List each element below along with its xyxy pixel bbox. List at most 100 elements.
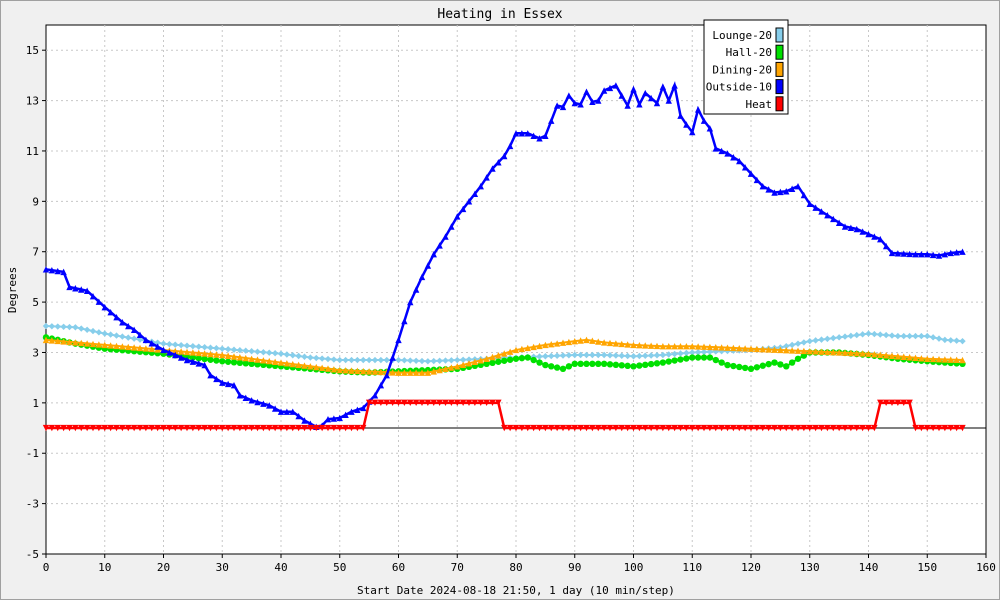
- data-point: [418, 369, 426, 376]
- data-point: [841, 424, 849, 432]
- data-point: [700, 117, 708, 124]
- data-point: [318, 355, 326, 362]
- data-point: [788, 341, 796, 349]
- data-point: [471, 190, 479, 197]
- x-tick-label: 130: [800, 561, 820, 574]
- data-point: [448, 223, 455, 230]
- data-point: [465, 198, 473, 205]
- data-point: [324, 424, 332, 432]
- data-point: [224, 352, 232, 359]
- data-point: [571, 360, 578, 368]
- data-point: [712, 145, 719, 152]
- data-point: [236, 392, 244, 399]
- data-point: [548, 424, 555, 432]
- data-point: [894, 250, 902, 257]
- data-point: [483, 355, 490, 362]
- data-point: [201, 361, 208, 369]
- data-point: [824, 335, 831, 343]
- data-point: [277, 408, 285, 415]
- data-point: [830, 424, 837, 432]
- data-point: [788, 359, 796, 366]
- data-point: [530, 132, 537, 140]
- data-point: [894, 353, 902, 360]
- data-point: [689, 354, 696, 361]
- data-point: [336, 414, 343, 422]
- data-point: [630, 424, 637, 432]
- data-point: [412, 286, 420, 293]
- data-point: [254, 348, 261, 355]
- data-point: [183, 356, 191, 364]
- y-tick-label: 1: [32, 397, 39, 410]
- data-point: [542, 353, 549, 360]
- data-point: [859, 424, 866, 432]
- data-point: [859, 350, 866, 357]
- series-heat: [42, 399, 966, 432]
- data-point: [160, 340, 167, 347]
- data-point: [824, 211, 831, 219]
- data-point: [935, 252, 943, 259]
- data-point: [612, 82, 620, 89]
- data-point: [354, 424, 361, 432]
- data-point: [136, 344, 144, 352]
- data-point: [219, 379, 226, 386]
- data-point: [677, 424, 684, 432]
- data-point: [606, 84, 614, 92]
- data-point: [918, 251, 925, 258]
- data-point: [395, 356, 402, 364]
- data-point: [583, 360, 590, 368]
- data-point: [501, 152, 508, 160]
- data-point: [830, 215, 837, 223]
- data-point: [365, 399, 373, 407]
- data-point: [647, 360, 655, 368]
- data-point: [125, 424, 132, 432]
- data-point: [230, 382, 238, 389]
- data-point: [524, 424, 531, 432]
- data-point: [248, 424, 255, 432]
- data-point: [113, 424, 120, 432]
- data-point: [60, 268, 67, 276]
- data-point: [313, 354, 320, 362]
- data-point: [377, 356, 385, 364]
- data-point: [659, 424, 667, 432]
- data-point: [683, 355, 690, 362]
- data-point: [66, 283, 73, 291]
- data-point: [871, 424, 878, 432]
- data-point: [471, 358, 479, 365]
- data-point: [172, 351, 179, 359]
- data-point: [636, 362, 643, 369]
- data-point: [571, 337, 578, 345]
- data-point: [125, 334, 132, 341]
- chart-title: Heating in Essex: [437, 7, 562, 22]
- data-point: [606, 339, 614, 347]
- data-point: [207, 356, 214, 363]
- x-tick-label: 70: [451, 561, 464, 574]
- data-point: [201, 424, 208, 432]
- data-point: [489, 165, 496, 172]
- data-point: [618, 352, 625, 359]
- data-point: [595, 351, 602, 359]
- data-point: [912, 354, 919, 361]
- data-point: [924, 332, 931, 340]
- data-point: [189, 354, 197, 361]
- data-point: [348, 424, 355, 432]
- data-point: [888, 399, 896, 407]
- x-tick-label: 10: [98, 561, 111, 574]
- data-point: [83, 340, 91, 347]
- data-point: [213, 344, 220, 352]
- data-point: [565, 424, 573, 432]
- data-point: [624, 102, 631, 109]
- data-point: [918, 424, 925, 432]
- data-point: [894, 332, 902, 340]
- data-point: [130, 424, 138, 432]
- data-point: [283, 360, 291, 367]
- data-point: [395, 399, 402, 407]
- data-point: [289, 408, 296, 415]
- data-point: [600, 424, 608, 432]
- data-point: [818, 348, 825, 355]
- data-point: [177, 348, 185, 355]
- data-point: [671, 424, 678, 432]
- data-point: [66, 323, 73, 331]
- data-point: [172, 347, 179, 355]
- data-point: [48, 266, 56, 274]
